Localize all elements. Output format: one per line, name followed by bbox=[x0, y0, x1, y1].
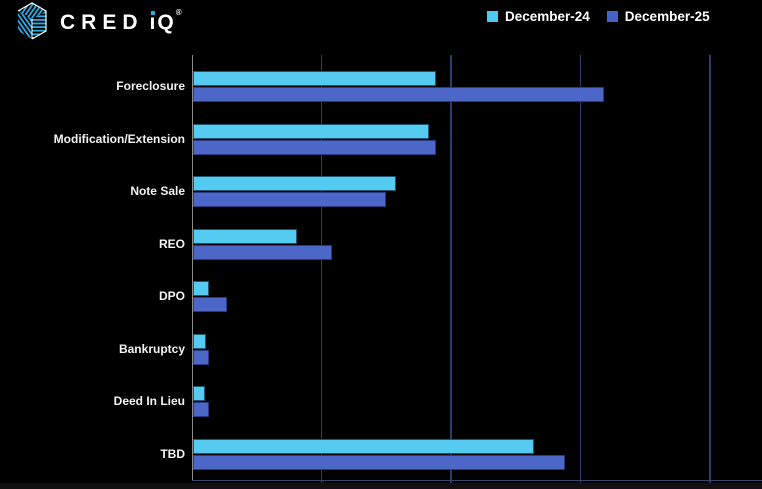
bar-december-24-tbd bbox=[193, 438, 534, 454]
gridline-x4 bbox=[709, 55, 711, 480]
wordmark-iq: ıQ bbox=[149, 10, 176, 34]
category-label-reo: REO bbox=[158, 236, 185, 251]
legend-label-december-25: December-25 bbox=[624, 9, 710, 24]
bar-december-25-deed-in-lieu bbox=[193, 402, 209, 418]
legend-item-december-24: December-24 bbox=[487, 9, 590, 24]
axis-tick-x2 bbox=[450, 480, 452, 485]
chart-legend: December-24 December-25 bbox=[487, 9, 710, 24]
axis-tick-x4 bbox=[709, 480, 711, 485]
bar-december-24-foreclosure bbox=[193, 71, 436, 86]
legend-item-december-25: December-25 bbox=[606, 9, 710, 24]
cube-logo-icon bbox=[17, 2, 47, 40]
cred-iq-logo: CRED ıQ® bbox=[12, 0, 182, 42]
axis-tick-x1 bbox=[320, 480, 323, 485]
bar-december-25-tbd bbox=[193, 454, 565, 470]
bar-december-25-foreclosure bbox=[193, 87, 604, 102]
bar-december-25-reo bbox=[193, 244, 332, 260]
bar-december-25-dpo bbox=[193, 297, 227, 313]
bar-december-25-note-sale bbox=[193, 192, 386, 208]
bottom-strip bbox=[0, 483, 762, 489]
category-label-bankruptcy: Bankruptcy bbox=[118, 341, 185, 356]
gridline-x3 bbox=[579, 55, 582, 480]
category-label-foreclosure: Foreclosure bbox=[116, 79, 185, 93]
legend-label-december-24: December-24 bbox=[505, 9, 590, 24]
bar-december-24-modification-extension bbox=[193, 123, 429, 139]
bar-december-24-dpo bbox=[193, 281, 209, 297]
legend-swatch-december-24 bbox=[487, 11, 498, 22]
x-axis-line bbox=[192, 480, 762, 481]
bar-december-24-deed-in-lieu bbox=[193, 386, 205, 402]
gridline-x1 bbox=[320, 55, 323, 480]
axis-tick-x3 bbox=[579, 480, 582, 485]
category-label-deed-in-lieu: Deed In Lieu bbox=[113, 394, 185, 409]
brand-wordmark: CRED ıQ® bbox=[60, 8, 182, 35]
bar-december-24-reo bbox=[193, 228, 297, 244]
bar-december-24-bankruptcy bbox=[193, 333, 206, 349]
i-dot-accent bbox=[150, 10, 155, 15]
category-label-modification-extension: Modification/Extension bbox=[53, 131, 185, 146]
category-label-tbd: TBD bbox=[160, 446, 185, 461]
category-label-dpo: DPO bbox=[158, 289, 185, 304]
gridline-x2 bbox=[450, 55, 452, 480]
wordmark-cred: CRED bbox=[60, 10, 144, 34]
bar-december-24-note-sale bbox=[193, 176, 396, 192]
category-label-note-sale: Note Sale bbox=[130, 184, 185, 199]
registered-trademark: ® bbox=[175, 7, 182, 17]
y-axis-line bbox=[192, 55, 193, 481]
bar-december-25-bankruptcy bbox=[193, 349, 209, 365]
bar-december-25-modification-extension bbox=[193, 139, 436, 155]
legend-swatch-december-25 bbox=[606, 11, 618, 22]
